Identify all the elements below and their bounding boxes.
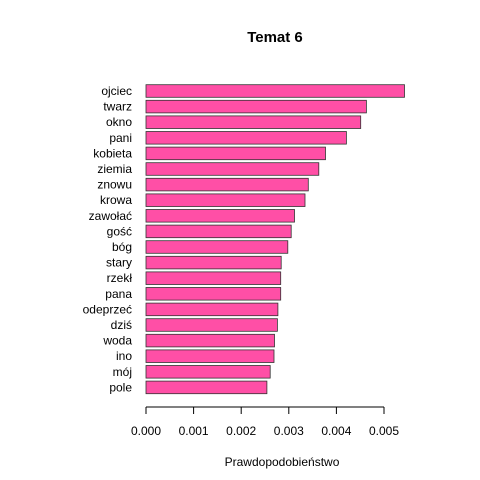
category-label-5: ziemia: [97, 162, 132, 176]
bar-7: [145, 193, 306, 207]
category-label-3: pani: [109, 131, 132, 145]
category-label-19: pole: [109, 380, 132, 394]
category-label-10: bóg: [112, 240, 132, 254]
bar-2: [145, 115, 362, 129]
category-label-9: gość: [107, 224, 132, 238]
bar-5: [145, 162, 320, 176]
x-axis-label: Prawdopodobieństwo: [225, 455, 340, 469]
bar-17: [145, 349, 275, 363]
x-tick-label-0: 0.000: [131, 424, 161, 438]
category-label-13: pana: [105, 287, 132, 301]
bar-1: [145, 99, 367, 114]
category-label-0: ojciec: [101, 84, 132, 98]
x-tick-label-3: 0.003: [274, 424, 304, 438]
bar-13: [145, 287, 282, 301]
bar-19: [145, 380, 268, 395]
bars-group: [145, 84, 405, 395]
x-axis: 0.000 0.001 0.002 0.003 0.004 0.005: [131, 406, 399, 438]
bar-3: [145, 131, 347, 145]
category-label-8: zawołać: [89, 209, 132, 223]
bar-18: [145, 365, 271, 379]
category-label-2: okno: [106, 115, 132, 129]
x-tick-label-4: 0.004: [321, 424, 351, 438]
bar-4: [145, 146, 326, 161]
bar-8: [145, 209, 295, 223]
category-label-15: dziś: [111, 318, 132, 332]
bar-6: [145, 177, 309, 192]
bar-16: [145, 333, 275, 348]
category-label-11: stary: [106, 256, 132, 270]
bar-15: [145, 318, 278, 332]
category-label-14: odeprzeć: [83, 302, 132, 316]
bar-12: [145, 271, 282, 285]
bar-14: [145, 302, 279, 317]
category-label-17: ino: [116, 349, 132, 363]
bar-9: [145, 224, 292, 239]
category-label-7: krowa: [100, 193, 132, 207]
category-label-16: woda: [102, 334, 132, 348]
chart-title: Temat 6: [247, 29, 303, 46]
x-tick-label-2: 0.002: [226, 424, 256, 438]
x-tick-label-1: 0.001: [179, 424, 209, 438]
x-tick-label-5: 0.005: [369, 424, 399, 438]
category-label-4: kobieta: [93, 146, 132, 160]
category-label-1: twarz: [103, 100, 132, 114]
category-label-18: mój: [113, 365, 132, 379]
category-label-6: znowu: [97, 178, 132, 192]
category-label-12: rzekł: [107, 271, 133, 285]
bar-10: [145, 240, 289, 254]
bar-11: [145, 255, 282, 270]
bar-0: [145, 84, 405, 98]
